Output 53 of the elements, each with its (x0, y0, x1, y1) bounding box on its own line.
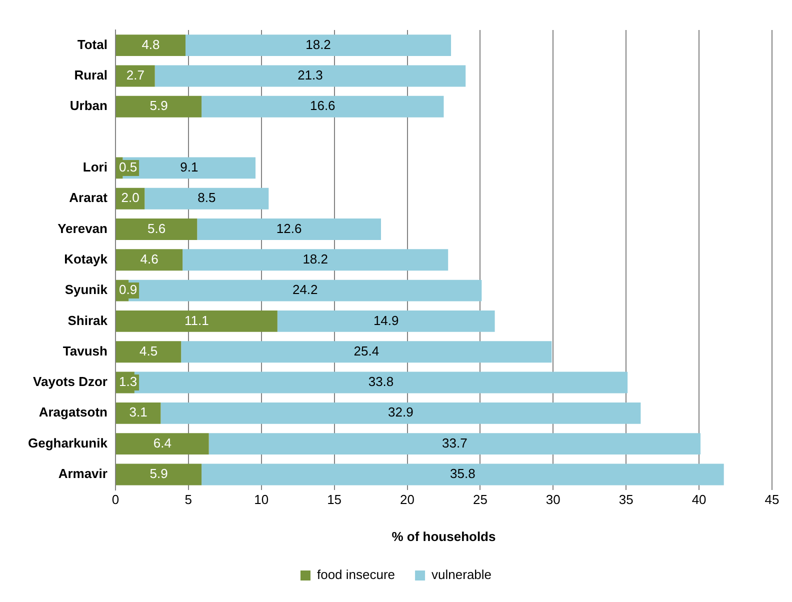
y-tick-label: Tavush (62, 343, 108, 358)
y-tick-label: Yerevan (58, 220, 108, 236)
x-axis-title: % of households (392, 528, 496, 544)
x-tick-label: 5 (184, 492, 192, 508)
y-tick-label: Armavir (58, 466, 108, 482)
data-label: 18.2 (306, 36, 331, 52)
data-label: 33.8 (368, 374, 394, 390)
data-label: 24.2 (292, 282, 318, 298)
data-label: 4.6 (140, 251, 158, 266)
y-tick-label: Lori (82, 160, 108, 175)
data-label: 4.8 (142, 36, 160, 52)
data-label: 25.4 (354, 343, 380, 358)
y-tick-label: Rural (74, 68, 108, 83)
data-label: 6.4 (153, 435, 172, 450)
data-label: 21.3 (298, 68, 323, 83)
y-tick-label: Total (77, 36, 108, 52)
data-label: 3.1 (129, 404, 148, 420)
data-label: 18.2 (302, 251, 328, 266)
data-label: 5.6 (148, 220, 166, 236)
data-label: 5.9 (150, 98, 168, 114)
y-tick-label: Gegharkunik (28, 435, 108, 450)
data-label: 35.8 (450, 466, 476, 482)
y-tick-label: Ararat (69, 190, 108, 206)
y-tick-label: Kotayk (64, 251, 108, 266)
y-tick-label: Shirak (68, 312, 108, 328)
data-label: 4.5 (140, 343, 158, 358)
x-tick-label: 45 (764, 492, 780, 508)
x-tick-label: 35 (618, 492, 634, 508)
data-label: 5.9 (150, 466, 168, 482)
x-tick-label: 30 (546, 492, 560, 508)
x-tick-label: 25 (472, 492, 488, 508)
data-label: 11.1 (184, 312, 209, 328)
y-tick-label: Urban (70, 98, 108, 114)
y-tick-label: Vayots Dzor (33, 374, 108, 390)
x-tick-label: 20 (400, 492, 414, 508)
data-label: 33.7 (442, 435, 468, 450)
data-label: 14.9 (373, 312, 399, 328)
x-tick-label: 40 (692, 492, 706, 508)
data-label: 12.6 (276, 220, 302, 236)
legend-label: vulnerable (432, 567, 492, 582)
data-label: 0.5 (118, 160, 138, 175)
x-tick-label: 15 (327, 492, 342, 508)
data-label: 32.9 (388, 404, 414, 420)
data-label: 2.0 (121, 190, 140, 206)
y-tick-label: Syunik (64, 282, 108, 298)
data-label: 2.7 (126, 68, 144, 83)
x-tick-label: 10 (254, 492, 269, 508)
data-label: 9.1 (180, 160, 198, 175)
data-label: 16.6 (310, 98, 336, 114)
x-tick-label: 0 (112, 492, 120, 508)
legend-label: food insecure (316, 567, 396, 582)
y-tick-label: Aragatsotn (38, 404, 108, 420)
data-label: 8.5 (198, 190, 216, 206)
